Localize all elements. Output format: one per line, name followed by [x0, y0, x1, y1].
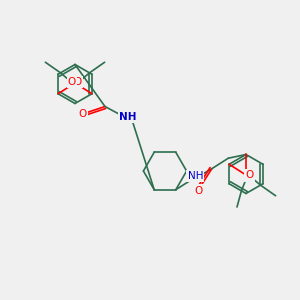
Text: O: O	[78, 109, 87, 119]
Text: NH: NH	[188, 171, 203, 181]
Text: NH: NH	[119, 112, 136, 122]
Text: O: O	[245, 170, 254, 181]
Text: O: O	[68, 77, 76, 87]
Text: O: O	[195, 186, 203, 196]
Text: O: O	[245, 171, 253, 181]
Text: O: O	[74, 77, 82, 87]
